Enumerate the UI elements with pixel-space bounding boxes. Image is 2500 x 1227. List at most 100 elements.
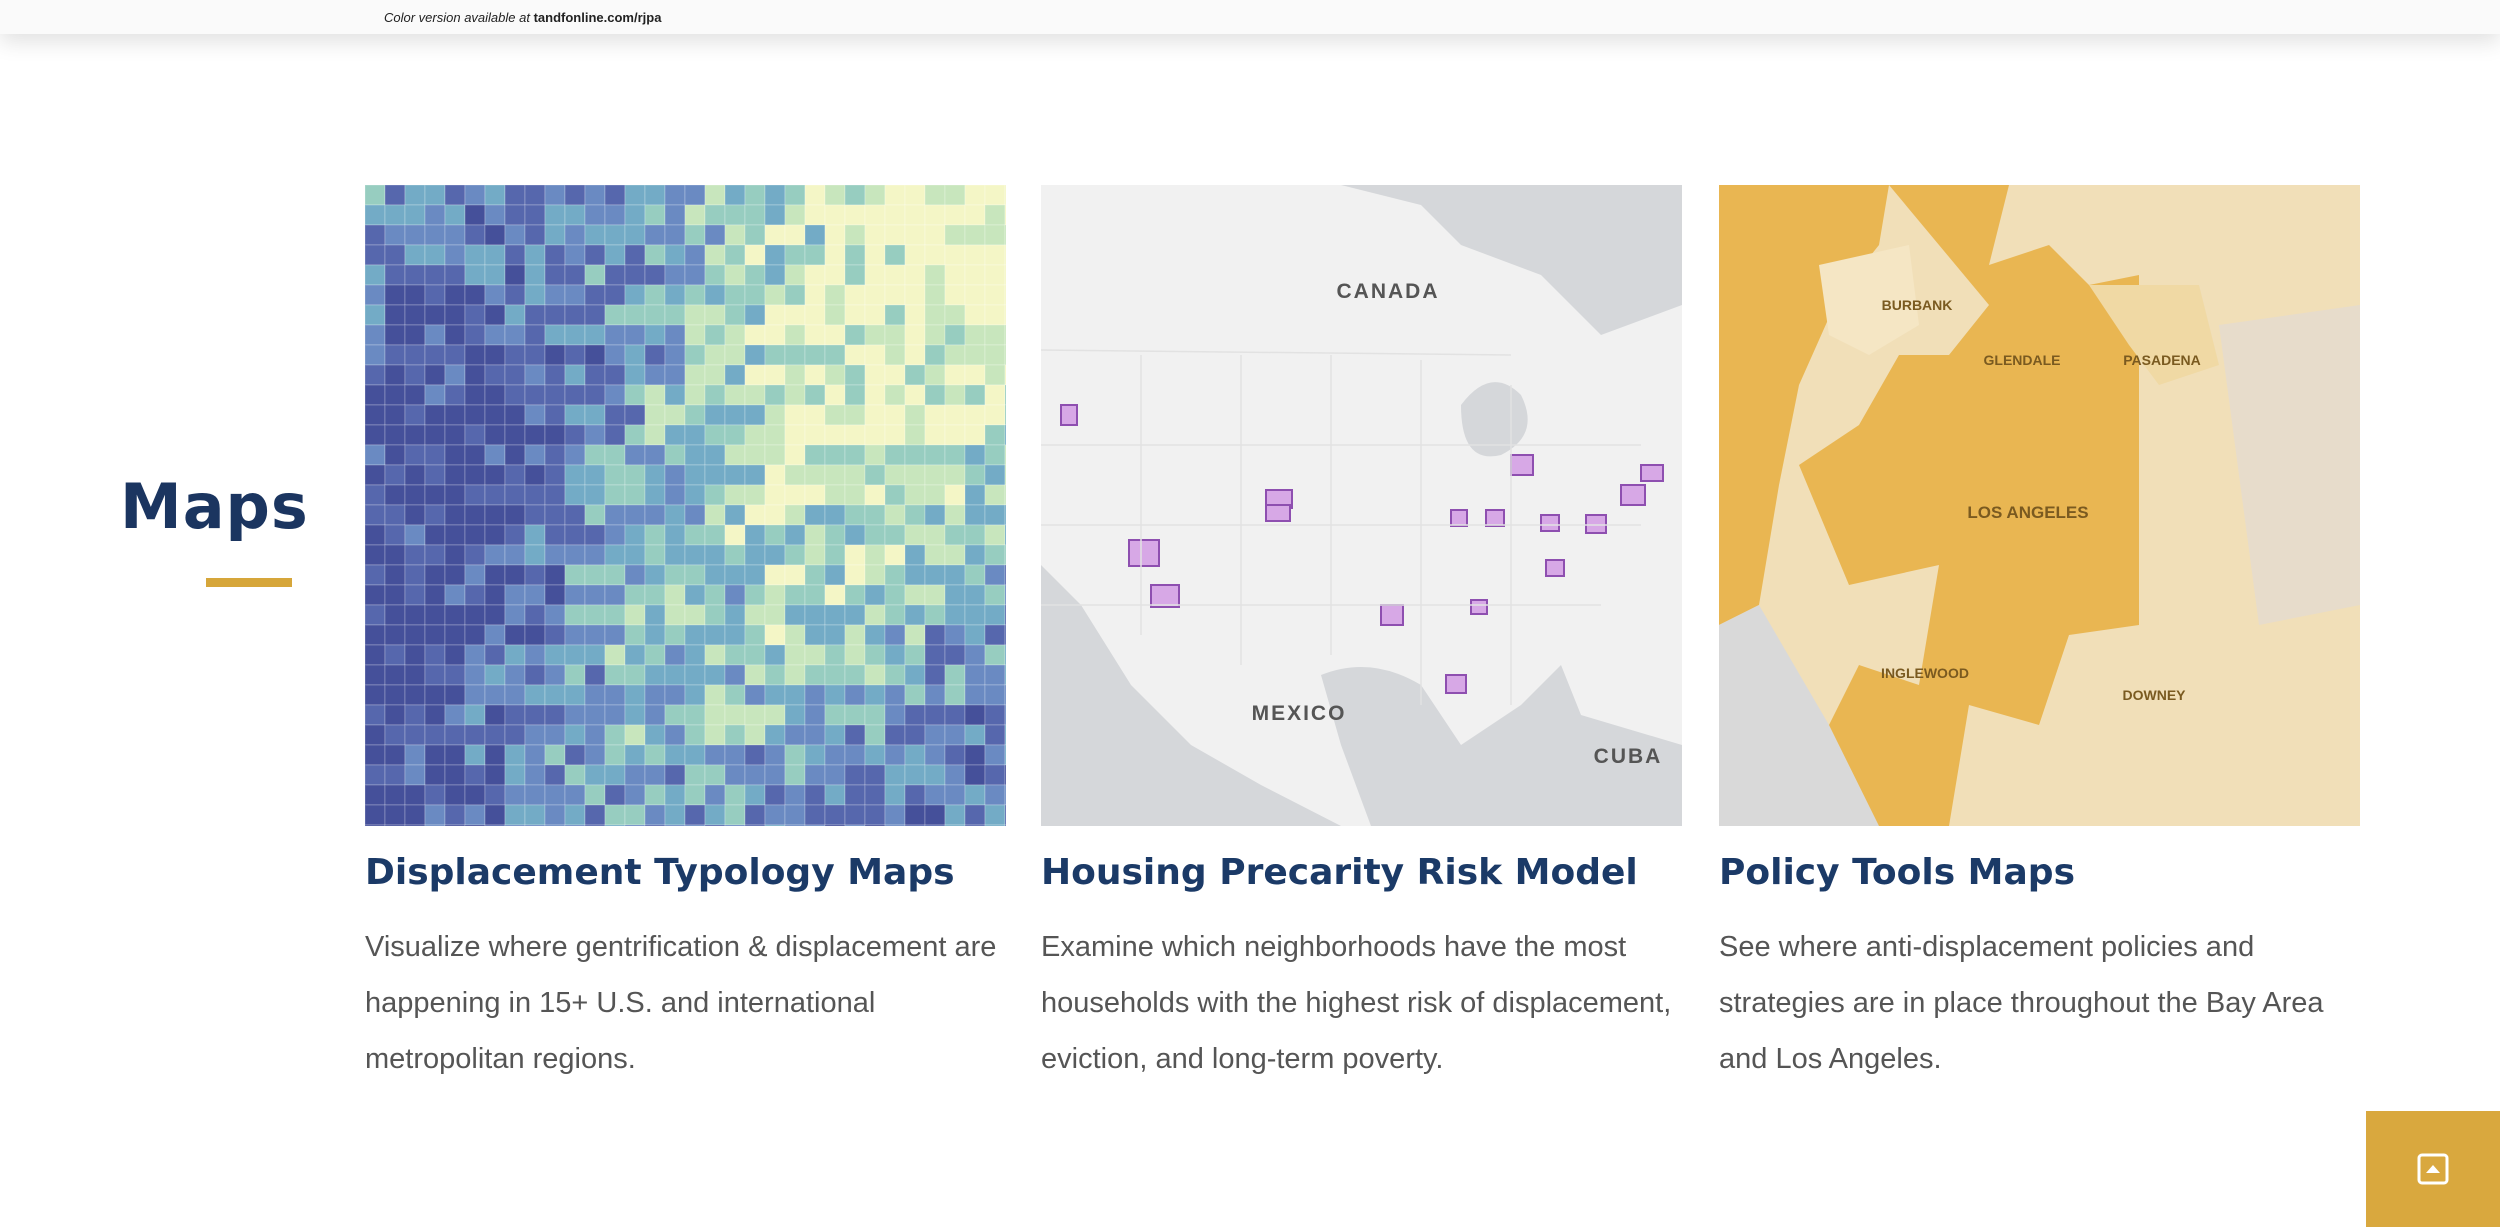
tract [544, 384, 566, 406]
tract [624, 824, 646, 826]
tract [564, 624, 586, 646]
tract [824, 784, 846, 806]
tract [904, 324, 926, 346]
tract [744, 284, 766, 306]
tract [524, 324, 546, 346]
tract [544, 624, 566, 646]
tract [824, 764, 846, 786]
la-map [1719, 185, 2360, 826]
tract [684, 564, 706, 586]
tract [464, 784, 486, 806]
tract [524, 684, 546, 706]
tract [424, 364, 446, 386]
map-image[interactable] [365, 185, 1006, 826]
tract [365, 185, 386, 206]
tract [844, 284, 866, 306]
card-title[interactable]: Housing Precarity Risk Model [1041, 852, 1638, 893]
tract [944, 464, 966, 486]
tract [365, 704, 386, 726]
tract [904, 344, 926, 366]
tract [644, 644, 666, 666]
tract [544, 584, 566, 606]
tract [664, 644, 686, 666]
region [1620, 484, 1646, 506]
map-image[interactable]: BURBANK GLENDALE PASADENA LOS ANGELES IN… [1719, 185, 2360, 826]
tract [384, 664, 406, 686]
tract [524, 604, 546, 626]
tract [604, 504, 626, 526]
tract [844, 704, 866, 726]
card-title[interactable]: Displacement Typology Maps [365, 852, 955, 893]
tract [884, 604, 906, 626]
tract [404, 564, 426, 586]
tract [1004, 284, 1006, 306]
tract [684, 684, 706, 706]
tract [704, 444, 726, 466]
tract [904, 524, 926, 546]
tract [924, 584, 946, 606]
tract [864, 244, 886, 266]
tract [824, 804, 846, 826]
tract [544, 244, 566, 266]
tract [564, 804, 586, 826]
tract [444, 704, 466, 726]
tract [864, 824, 886, 826]
tract [544, 324, 566, 346]
tract [964, 284, 986, 306]
tract [624, 704, 646, 726]
tract [524, 464, 546, 486]
tract [604, 564, 626, 586]
tract [984, 704, 1006, 726]
tract [944, 204, 966, 226]
tract [604, 244, 626, 266]
tract [724, 644, 746, 666]
tract [464, 484, 486, 506]
tract [365, 444, 386, 466]
card-description: See where anti-displacement policies and… [1719, 931, 2324, 1075]
tract [1004, 364, 1006, 386]
tract [584, 404, 606, 426]
tract [524, 384, 546, 406]
tract [844, 504, 866, 526]
tract [1004, 384, 1006, 406]
card-title[interactable]: Policy Tools Maps [1719, 852, 2075, 893]
tract [564, 444, 586, 466]
tract [884, 664, 906, 686]
tract [764, 604, 786, 626]
tract [444, 604, 466, 626]
tract [784, 624, 806, 646]
border [1041, 349, 1512, 356]
map-label: PASADENA [2123, 352, 2201, 368]
tract [384, 684, 406, 706]
tract [464, 464, 486, 486]
tract [784, 644, 806, 666]
map-image[interactable]: CANADA MEXICO CUBA [1041, 185, 1682, 826]
tract [984, 664, 1006, 686]
tract [644, 204, 666, 226]
tract [524, 724, 546, 746]
tract [404, 344, 426, 366]
tract [844, 204, 866, 226]
tract [724, 464, 746, 486]
tract [1004, 404, 1006, 426]
tract [784, 804, 806, 826]
tract [904, 764, 926, 786]
tract [744, 624, 766, 646]
tract [804, 444, 826, 466]
top-bar: Color version available at tandfonline.c… [0, 0, 2500, 34]
tract [544, 724, 566, 746]
tract [604, 524, 626, 546]
tract [624, 544, 646, 566]
tract [524, 624, 546, 646]
tract [824, 284, 846, 306]
tract [804, 204, 826, 226]
tract [904, 484, 926, 506]
back-to-top-button[interactable] [2366, 1111, 2500, 1227]
tract [464, 504, 486, 526]
tract [964, 604, 986, 626]
tract [544, 504, 566, 526]
tract [464, 824, 486, 826]
note-link[interactable]: tandfonline.com/rjpa [533, 10, 662, 25]
tract [524, 244, 546, 266]
